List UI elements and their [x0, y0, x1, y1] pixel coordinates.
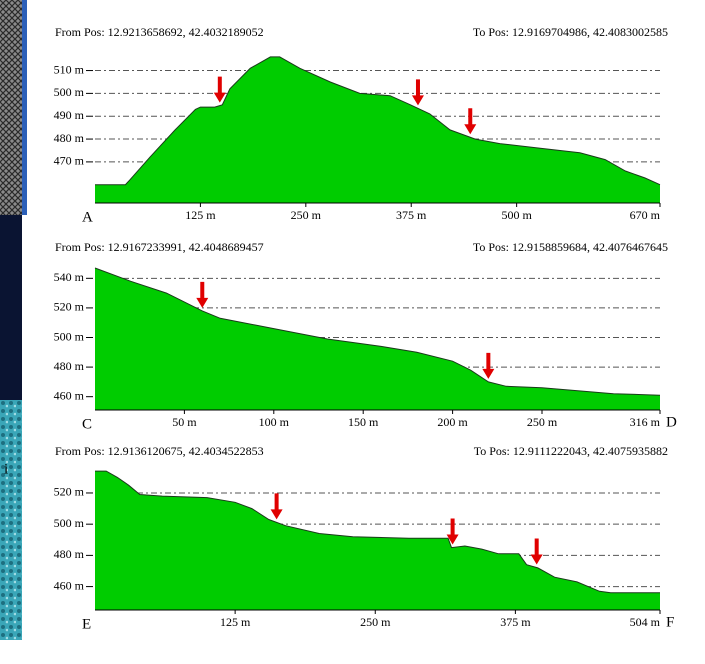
y-tick-label: 480 m	[54, 359, 85, 373]
y-tick-label: 500 m	[54, 85, 85, 99]
profile-line	[95, 470, 660, 594]
from-pos: From Pos: 12.9213658692, 42.4032189052	[55, 25, 264, 39]
x-tick-label: 670 m	[630, 208, 661, 222]
x-tick-label: 250 m	[291, 208, 322, 222]
x-tick-label: 200 m	[437, 415, 468, 429]
y-tick-label: 470 m	[54, 154, 85, 168]
side-image	[0, 400, 22, 640]
from-pos: From Pos: 12.9136120675, 42.4034522853	[55, 444, 264, 458]
x-tick-label: 150 m	[348, 415, 379, 429]
panel-border	[22, 0, 27, 215]
x-tick-label: 100 m	[259, 415, 290, 429]
end-label: F	[666, 614, 674, 630]
from-pos: From Pos: 12.9167233991, 42.4048689457	[55, 240, 264, 254]
start-label: A	[82, 209, 93, 225]
start-label: C	[82, 416, 92, 432]
x-tick-label: 250 m	[360, 615, 391, 629]
x-tick-label: 125 m	[185, 208, 216, 222]
x-tick-label: 504 m	[630, 615, 661, 629]
side-text: i	[4, 461, 8, 477]
arrow	[411, 79, 424, 106]
to-pos: To Pos: 12.9158859684, 42.4076467645	[473, 240, 668, 254]
arrow	[270, 493, 283, 520]
y-tick-label: 540 m	[54, 270, 85, 284]
y-tick-label: 490 m	[54, 108, 85, 122]
x-tick-label: 250 m	[527, 415, 558, 429]
side-image	[0, 215, 22, 400]
y-tick-label: 500 m	[54, 329, 85, 343]
area-fill	[95, 56, 660, 204]
arrow	[482, 352, 495, 379]
y-tick-label: 460 m	[54, 388, 85, 402]
y-tick-label: 480 m	[54, 131, 85, 145]
y-tick-label: 520 m	[54, 300, 85, 314]
profile-line	[95, 56, 661, 186]
y-tick-label: 500 m	[54, 516, 85, 530]
y-tick-label: 520 m	[54, 485, 85, 499]
y-tick-label: 510 m	[54, 62, 85, 76]
arrow	[196, 281, 209, 308]
x-tick-label: 375 m	[396, 208, 427, 222]
x-tick-label: 125 m	[220, 615, 251, 629]
end-label: D	[666, 414, 677, 430]
arrow	[213, 76, 226, 103]
side-image	[0, 0, 22, 215]
x-tick-label: 316 m	[630, 415, 661, 429]
area-fill	[95, 268, 660, 410]
arrow	[446, 518, 459, 545]
x-tick-label: 375 m	[500, 615, 531, 629]
x-tick-label: 50 m	[172, 415, 197, 429]
to-pos: To Pos: 12.9111222043, 42.4075935882	[474, 444, 668, 458]
profile-line	[94, 267, 661, 396]
to-pos: To Pos: 12.9169704986, 42.4083002585	[473, 25, 668, 39]
area-fill	[95, 471, 660, 610]
x-tick-label: 500 m	[501, 208, 532, 222]
arrow	[464, 108, 477, 135]
y-tick-label: 460 m	[54, 578, 85, 592]
start-label: E	[82, 616, 91, 632]
y-tick-label: 480 m	[54, 547, 85, 561]
arrow	[530, 538, 543, 565]
